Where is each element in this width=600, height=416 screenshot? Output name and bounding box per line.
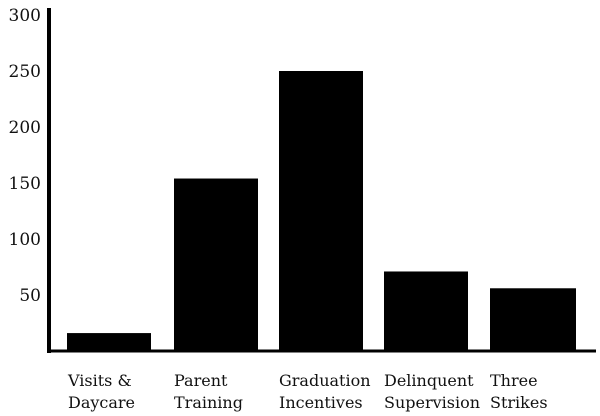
x-category-label-line: Strikes	[490, 393, 548, 412]
y-tick-label-150: 150	[9, 174, 41, 194]
y-axis-ticks: 50 100 150 200 250 300	[9, 6, 41, 306]
y-tick-label-200: 200	[9, 118, 41, 138]
x-category-label-line: Parent	[174, 371, 228, 390]
y-tick-label-300: 300	[9, 6, 41, 26]
y-tick-label-50: 50	[19, 286, 41, 306]
x-category-label-4: Delinquent Supervision	[384, 371, 480, 412]
bar-parent-training	[174, 178, 258, 351]
bar-visits-daycare	[67, 333, 151, 351]
x-category-label-line: Visits &	[67, 371, 132, 390]
y-tick-label-250: 250	[9, 62, 41, 82]
x-category-label-line: Delinquent	[384, 371, 474, 390]
x-category-label-1: Visits & Daycare	[67, 371, 135, 412]
bar-delinquent-supervision	[384, 271, 468, 351]
x-category-label-3: Graduation Incentives	[279, 371, 371, 412]
x-category-label-line: Supervision	[384, 393, 480, 412]
x-category-label-line: Daycare	[68, 393, 135, 412]
bar-three-strikes	[490, 288, 576, 351]
bars-group	[67, 71, 576, 351]
bar-graduation-incentives	[279, 71, 363, 351]
x-category-label-5: Three Strikes	[490, 371, 548, 412]
x-category-label-line: Graduation	[279, 371, 371, 390]
x-axis-category-labels: Visits & Daycare Parent Training Graduation I…	[67, 371, 548, 412]
x-category-label-line: Training	[174, 393, 243, 412]
x-category-label-2: Parent Training	[174, 371, 243, 412]
x-category-label-line: Incentives	[279, 393, 363, 412]
y-tick-label-100: 100	[9, 230, 41, 250]
x-category-label-line: Three	[490, 371, 538, 390]
